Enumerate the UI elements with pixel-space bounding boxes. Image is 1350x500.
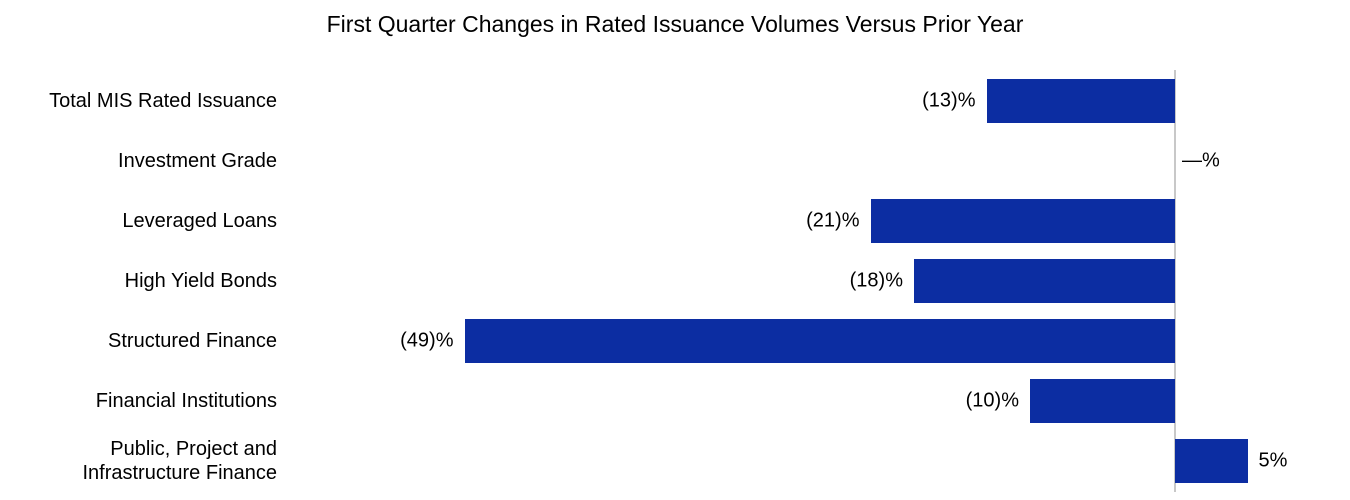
value-label: —% bbox=[1182, 149, 1220, 172]
chart-title: First Quarter Changes in Rated Issuance … bbox=[326, 11, 1024, 37]
category-label: Investment Grade bbox=[118, 150, 277, 172]
bar bbox=[464, 319, 1175, 363]
category-label: High Yield Bonds bbox=[124, 270, 277, 292]
category-label: Leveraged Loans bbox=[122, 210, 277, 232]
value-label: (10)% bbox=[965, 389, 1019, 412]
category-label: Public, Project and Infrastructure Finan… bbox=[82, 438, 277, 484]
zero-axis-line bbox=[1174, 70, 1176, 492]
value-label: 5% bbox=[1258, 449, 1288, 472]
value-label: (21)% bbox=[806, 209, 860, 232]
bar bbox=[870, 199, 1175, 243]
category-label: Structured Finance bbox=[108, 330, 277, 352]
bar bbox=[914, 259, 1175, 303]
value-label: (18)% bbox=[849, 269, 903, 292]
category-label: Financial Institutions bbox=[95, 390, 277, 412]
category-label: Total MIS Rated Issuance bbox=[49, 90, 277, 112]
bar bbox=[986, 79, 1175, 123]
value-label: (13)% bbox=[922, 89, 976, 112]
bar bbox=[1030, 379, 1175, 423]
bar bbox=[1175, 439, 1248, 483]
value-label: (49)% bbox=[400, 329, 454, 352]
